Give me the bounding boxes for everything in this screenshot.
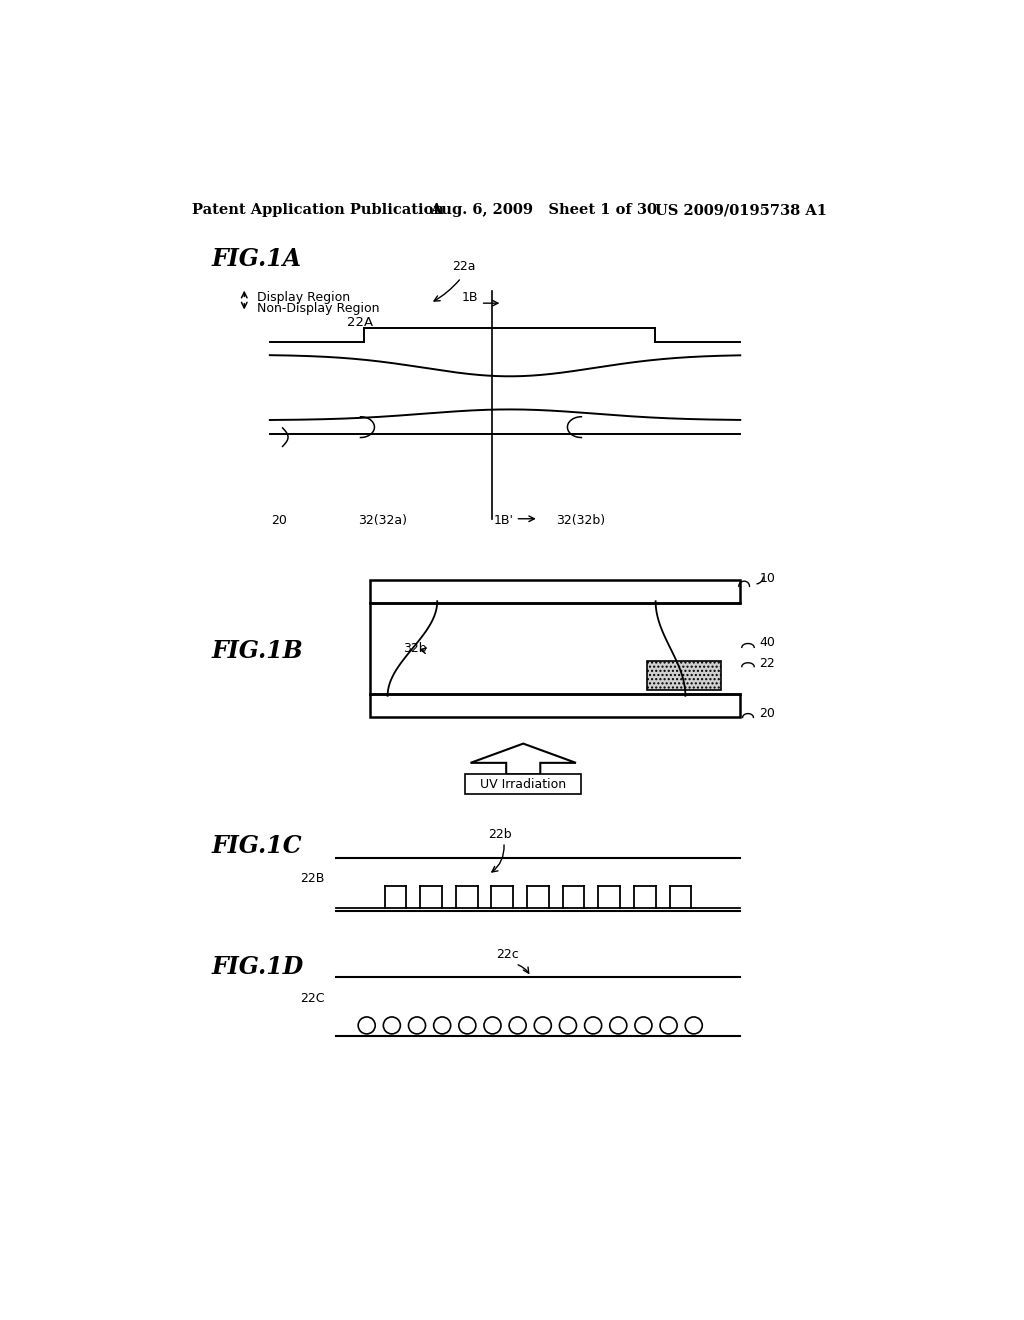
Text: 22A: 22A <box>347 317 374 329</box>
Text: 32b: 32b <box>403 643 427 655</box>
Text: FIG.1C: FIG.1C <box>212 834 302 858</box>
Text: 22B: 22B <box>300 873 325 886</box>
Text: 20: 20 <box>760 706 775 719</box>
Text: 22a: 22a <box>452 260 475 273</box>
Text: 22b: 22b <box>488 828 512 841</box>
Text: UV Irradiation: UV Irradiation <box>480 777 566 791</box>
Text: Aug. 6, 2009   Sheet 1 of 30: Aug. 6, 2009 Sheet 1 of 30 <box>430 203 657 216</box>
Text: 22c: 22c <box>497 948 519 961</box>
Text: 40: 40 <box>760 636 775 649</box>
Text: 20: 20 <box>271 515 288 527</box>
Text: 1B': 1B' <box>494 515 514 527</box>
Text: FIG.1A: FIG.1A <box>212 247 302 271</box>
Text: US 2009/0195738 A1: US 2009/0195738 A1 <box>655 203 827 216</box>
Polygon shape <box>471 743 575 775</box>
Text: 32(32b): 32(32b) <box>556 515 605 527</box>
Text: 1B: 1B <box>461 290 478 304</box>
Text: Non-Display Region: Non-Display Region <box>257 302 380 314</box>
Polygon shape <box>370 693 740 717</box>
Text: 22C: 22C <box>300 991 325 1005</box>
Text: Patent Application Publication: Patent Application Publication <box>193 203 444 216</box>
Text: 10: 10 <box>760 572 775 585</box>
Text: 22: 22 <box>760 656 775 669</box>
Text: FIG.1D: FIG.1D <box>212 956 304 979</box>
Polygon shape <box>465 775 582 793</box>
Text: Display Region: Display Region <box>257 290 350 304</box>
Text: 32(32a): 32(32a) <box>358 515 408 527</box>
Polygon shape <box>647 661 721 690</box>
Polygon shape <box>370 581 740 603</box>
Text: FIG.1B: FIG.1B <box>212 639 303 663</box>
